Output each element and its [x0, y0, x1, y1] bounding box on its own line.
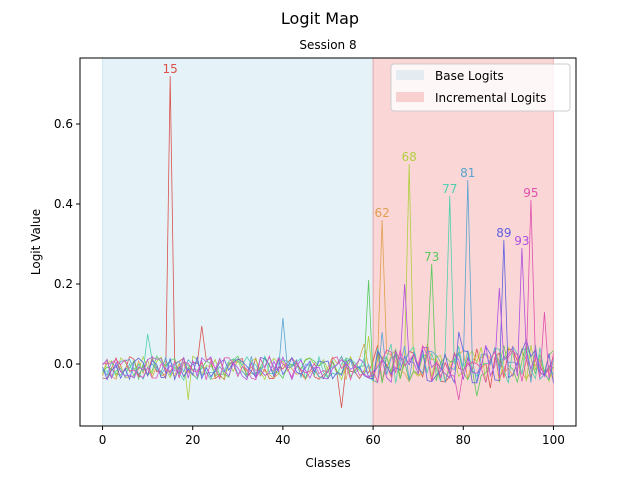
chart-title: Logit Map: [281, 9, 359, 28]
legend-label-incremental: Incremental Logits: [435, 91, 546, 105]
peak-label-93: 93: [514, 234, 529, 248]
peak-label-15: 15: [163, 62, 178, 76]
x-tick-label: 20: [185, 433, 200, 447]
plot-frame: [79, 57, 577, 427]
peak-label-81: 81: [460, 166, 475, 180]
y-axis-label: Logit Value: [29, 209, 43, 275]
x-tick-label: 0: [99, 433, 107, 447]
series-line-9: [102, 199, 554, 401]
legend-swatch-incremental: [396, 92, 424, 102]
peak-label-95: 95: [523, 186, 538, 200]
peak-label-77: 77: [442, 182, 457, 196]
x-tick-label: 100: [542, 433, 565, 447]
y-tick-label: 0.4: [54, 197, 73, 211]
x-axis-ticks: 0 20 40 60 80 100: [99, 426, 565, 447]
peak-label-73: 73: [424, 250, 439, 264]
legend-label-base: Base Logits: [435, 69, 504, 83]
series-layer: [102, 75, 554, 409]
y-tick-label: 0.2: [54, 277, 73, 291]
x-tick-label: 80: [456, 433, 471, 447]
legend-swatch-base: [396, 70, 424, 80]
peak-label-62: 62: [374, 206, 389, 220]
chart-subtitle: Session 8: [299, 38, 356, 52]
x-axis-label: Classes: [305, 456, 350, 470]
y-tick-label: 0.0: [54, 357, 73, 371]
y-axis-ticks: 0.0 0.2 0.4 0.6: [54, 117, 80, 371]
legend-box: [390, 63, 571, 112]
y-tick-label: 0.6: [54, 117, 73, 131]
base-logits-region: [102, 57, 374, 427]
peak-label-68: 68: [402, 150, 417, 164]
peak-label-89: 89: [496, 226, 511, 240]
series-line-6: [102, 179, 554, 384]
x-tick-label: 60: [365, 433, 380, 447]
x-tick-label: 40: [275, 433, 290, 447]
legend: Base Logits Incremental Logits: [390, 63, 571, 112]
